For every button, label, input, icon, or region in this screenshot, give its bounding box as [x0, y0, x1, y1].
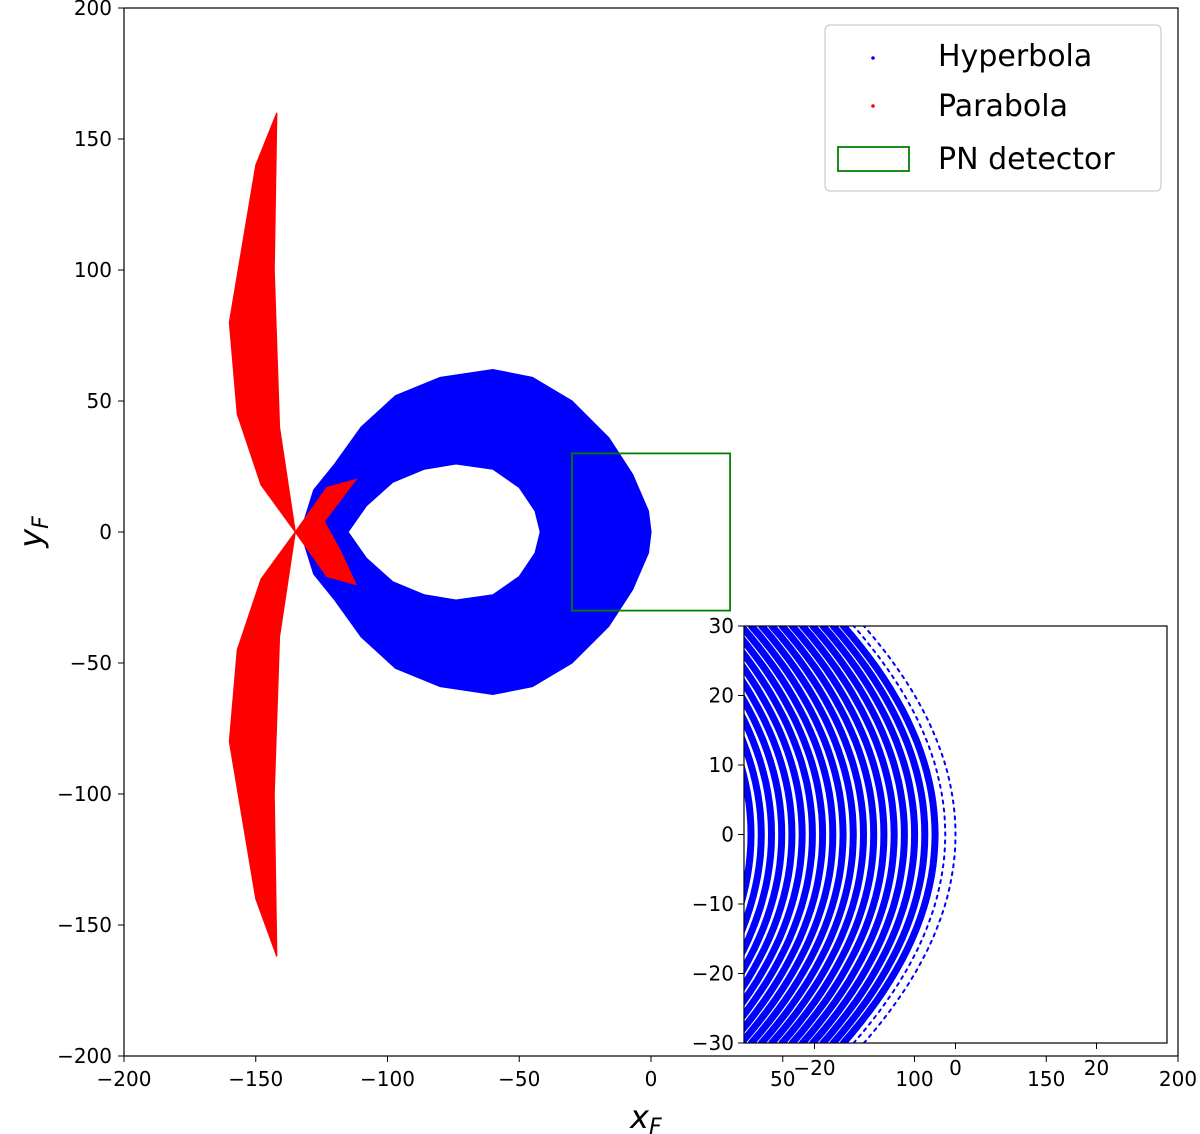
inset-arc: [744, 693, 786, 976]
inset-arc: [744, 662, 806, 1007]
y-tick-label: 0: [99, 520, 112, 544]
x-tick-label: −150: [228, 1067, 283, 1091]
inset-y-tick-label: 0: [721, 823, 734, 847]
x-tick-label: 100: [895, 1067, 933, 1091]
inset-arc: [744, 712, 776, 957]
inset-arc: [744, 734, 765, 935]
legend-marker-parabola: [871, 104, 875, 108]
inset-y-tick-label: 10: [709, 753, 734, 777]
inset-arc: [744, 648, 816, 1021]
inset-arc: [758, 626, 857, 1043]
inset-arc: [744, 626, 837, 1043]
inset-arc: [819, 626, 919, 1043]
x-tick-label: 200: [1159, 1067, 1197, 1091]
y-tick-label: −50: [70, 651, 112, 675]
inset-x-tick-label: −20: [793, 1056, 835, 1080]
parabola-lower-lobe: [228, 531, 296, 957]
inset-arc: [829, 626, 929, 1043]
inset-arc: [799, 626, 898, 1043]
y-tick-label: 200: [74, 0, 112, 20]
x-axis-label: xF: [629, 1098, 662, 1134]
inset-x-tick-label: 0: [949, 1056, 962, 1080]
legend-marker-hyperbola: [871, 56, 875, 60]
inset-y-tick-label: −10: [692, 892, 734, 916]
inset-arc: [809, 626, 908, 1043]
x-tick-label: 150: [1027, 1067, 1065, 1091]
legend-marker-pn-detector: [837, 146, 910, 172]
x-tick-label: −200: [97, 1067, 152, 1091]
parabola-upper-lobe: [228, 112, 296, 533]
inset-arc: [778, 626, 878, 1043]
legend-label-pn-detector: PN detector: [938, 142, 1115, 177]
x-tick-label: −100: [360, 1067, 415, 1091]
inset-y-tick-label: 30: [709, 614, 734, 638]
inset-y-tick-label: −30: [692, 1031, 734, 1055]
hyperbola-region: [299, 368, 652, 696]
y-tick-label: −200: [57, 1044, 112, 1068]
inset-plot-area: −30 −20 −10 0 10 20 30 −20 0 20: [692, 614, 1168, 1080]
inset-arc: [788, 626, 888, 1043]
y-axis-label: yF: [12, 516, 54, 549]
x-tick-label: 0: [645, 1067, 658, 1091]
inset-arc: [768, 626, 868, 1043]
legend-label-parabola: Parabola: [938, 89, 1068, 124]
legend: Hyperbola Parabola PN detector: [824, 24, 1162, 192]
x-tick-label: 50: [770, 1067, 795, 1091]
inset-y-tick-label: 20: [709, 684, 734, 708]
inset-arc: [852, 626, 947, 1043]
legend-label-hyperbola: Hyperbola: [938, 39, 1092, 74]
inset-arc: [744, 677, 796, 992]
y-tick-label: −100: [57, 782, 112, 806]
parabola-bowtie: [294, 478, 358, 586]
inset-arc: [747, 626, 847, 1043]
inset-arc: [744, 635, 827, 1034]
x-tick-label: −50: [498, 1067, 540, 1091]
y-tick-label: 100: [74, 258, 112, 282]
inset-y-tick-label: −20: [692, 962, 734, 986]
pn-detector-rect: [571, 452, 731, 612]
inset-arc: [744, 763, 755, 906]
y-tick-label: −150: [57, 913, 112, 937]
inset-arc: [839, 626, 939, 1043]
inset-x-tick-label: 20: [1084, 1056, 1109, 1080]
y-tick-label: 50: [87, 389, 112, 413]
inset-arc: [862, 626, 957, 1043]
y-tick-label: 150: [74, 127, 112, 151]
